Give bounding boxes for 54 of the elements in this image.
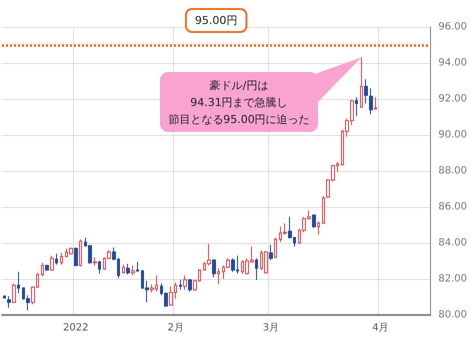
candlestick (126, 263, 130, 275)
candlestick (122, 264, 125, 274)
candlestick (317, 220, 320, 236)
candlestick (269, 244, 273, 261)
candlestick (45, 264, 49, 272)
y-tick-label: 86.00 (438, 202, 468, 212)
candlestick (3, 294, 6, 300)
candlestick (169, 286, 173, 306)
annotation: 節目となる95.00円に迫った (168, 112, 310, 128)
candlestick (364, 78, 368, 104)
candlestick (12, 283, 16, 304)
candlestick (369, 88, 373, 115)
candlestick (274, 237, 277, 259)
candlestick (183, 274, 187, 290)
candlestick (55, 253, 58, 266)
candlestick (69, 247, 73, 256)
candlestick (136, 261, 139, 272)
y-tick-label: 80.00 (438, 310, 468, 320)
ref-line-label: 95.00円 (194, 14, 238, 27)
candlestick (374, 96, 377, 110)
candlestick (17, 271, 20, 294)
candlestick (93, 256, 97, 266)
candlestick (7, 296, 11, 308)
x-tick-label: 4月 (372, 322, 389, 334)
y-tick-label: 94.00 (438, 58, 468, 68)
candlestick (231, 258, 235, 272)
candlestick (255, 258, 258, 280)
y-tick-label: 84.00 (438, 238, 468, 248)
candlestick (179, 279, 182, 290)
candlestick (355, 96, 358, 117)
annotation: 94.31円まで急騰し (190, 94, 288, 110)
x-tick-label: 2月 (168, 322, 184, 334)
candlestick (312, 214, 316, 228)
candlestick (188, 278, 192, 292)
x-tick-label: 2022 (63, 322, 88, 334)
candlestick (322, 196, 325, 225)
candlestick (79, 238, 82, 267)
candlestick (217, 268, 220, 285)
candlestick (212, 258, 216, 278)
y-tick-label: 90.00 (438, 130, 468, 140)
candlestick (98, 260, 101, 274)
candlestick (60, 252, 63, 266)
candlestick (41, 262, 44, 277)
y-tick-label: 96.00 (438, 22, 468, 32)
y-tick-label: 92.00 (438, 94, 468, 104)
x-tick-label: 3月 (262, 322, 280, 334)
candlestick (360, 56, 363, 108)
candlestick (74, 247, 78, 267)
candlestick (50, 255, 54, 272)
annotation: 豪ドル/円は (210, 78, 268, 94)
y-tick-label: 82.00 (438, 274, 468, 284)
candlestick (131, 265, 135, 276)
y-tick-label: 88.00 (438, 166, 468, 176)
candlestick (264, 250, 268, 274)
